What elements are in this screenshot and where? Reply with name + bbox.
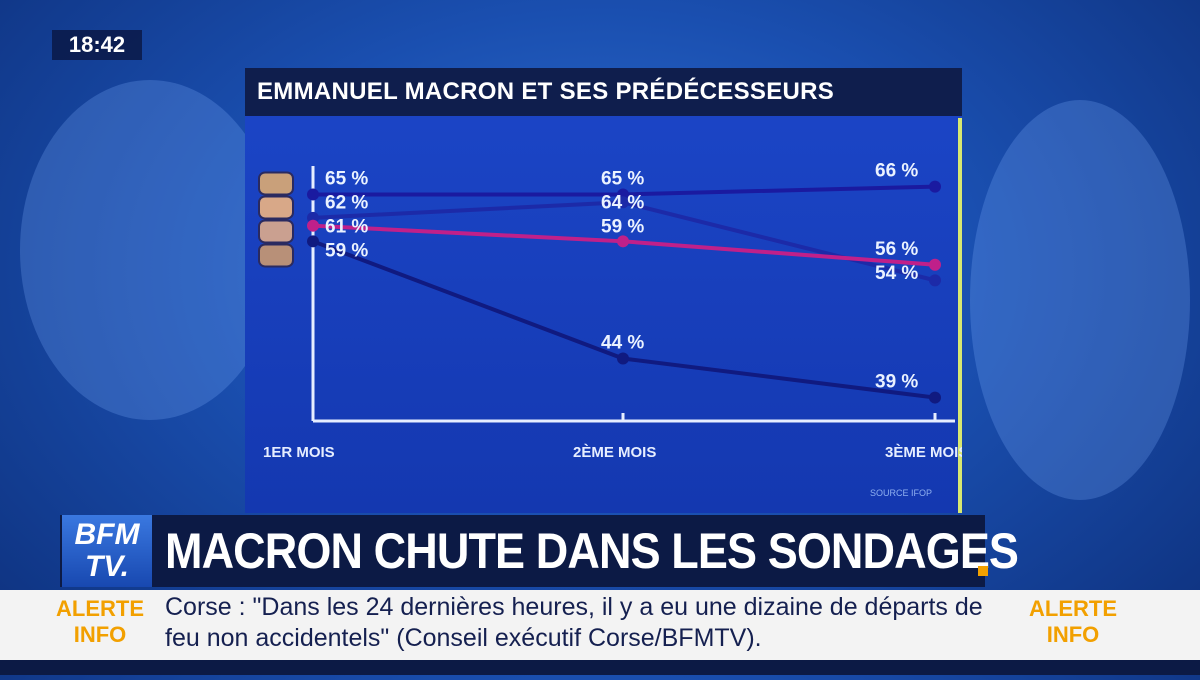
president-portrait — [258, 219, 294, 244]
president-portrait — [258, 195, 294, 220]
data-label: 44 % — [601, 333, 644, 354]
alert-label-left: ALERTE INFO — [56, 596, 144, 647]
data-label: 54 % — [875, 263, 918, 284]
headline-dot — [978, 566, 988, 576]
ticker-text: Corse : "Dans les 24 dernières heures, i… — [165, 593, 983, 652]
data-point — [929, 274, 941, 287]
data-label: 65 % — [325, 168, 368, 189]
data-label: 64 % — [601, 192, 644, 213]
data-label: 66 % — [875, 161, 918, 182]
bfmtv-logo: BFM TV. — [62, 515, 152, 587]
data-label: 62 % — [325, 192, 368, 213]
data-label: 56 % — [875, 239, 918, 260]
data-point — [307, 235, 319, 248]
news-ticker — [0, 590, 1200, 660]
panel-accent-bar — [958, 118, 962, 513]
data-label: 59 % — [601, 216, 644, 237]
president-portrait — [258, 171, 294, 196]
data-label: 39 % — [875, 372, 918, 393]
headline-banner — [60, 515, 985, 587]
data-point — [617, 235, 629, 248]
x-tick-label: 3ÈME MOIS — [885, 444, 962, 461]
chart-panel: EMMANUEL MACRON ET SES PRÉDÉCESSEURS — [245, 68, 962, 513]
data-label: 61 % — [325, 216, 368, 237]
bottom-strip — [0, 660, 1200, 675]
series-line — [312, 239, 936, 400]
data-point — [307, 188, 319, 201]
data-point — [617, 196, 629, 209]
line-chart: 1ER MOIS 2ÈME MOIS 3ÈME MOIS 65 % 65 % 66 % 62… — [258, 161, 962, 461]
data-point — [929, 180, 941, 193]
data-point — [929, 258, 941, 271]
data-label: 65 % — [601, 168, 644, 189]
alert-label-right: ALERTE INFO — [1029, 596, 1117, 647]
headline: MACRON CHUTE DANS LES SONDAGES — [165, 523, 1019, 579]
data-point — [617, 352, 629, 365]
president-portrait — [258, 243, 294, 268]
clock: 18:42 — [52, 30, 142, 60]
x-tick-label: 2ÈME MOIS — [573, 444, 656, 461]
data-label: 59 % — [325, 240, 368, 261]
chart-source: SOURCE IFOP — [870, 488, 933, 498]
data-point — [929, 391, 941, 404]
data-point — [307, 219, 319, 232]
chart-title: EMMANUEL MACRON ET SES PRÉDÉCESSEURS — [245, 68, 962, 116]
x-tick-label: 1ER MOIS — [263, 444, 335, 461]
